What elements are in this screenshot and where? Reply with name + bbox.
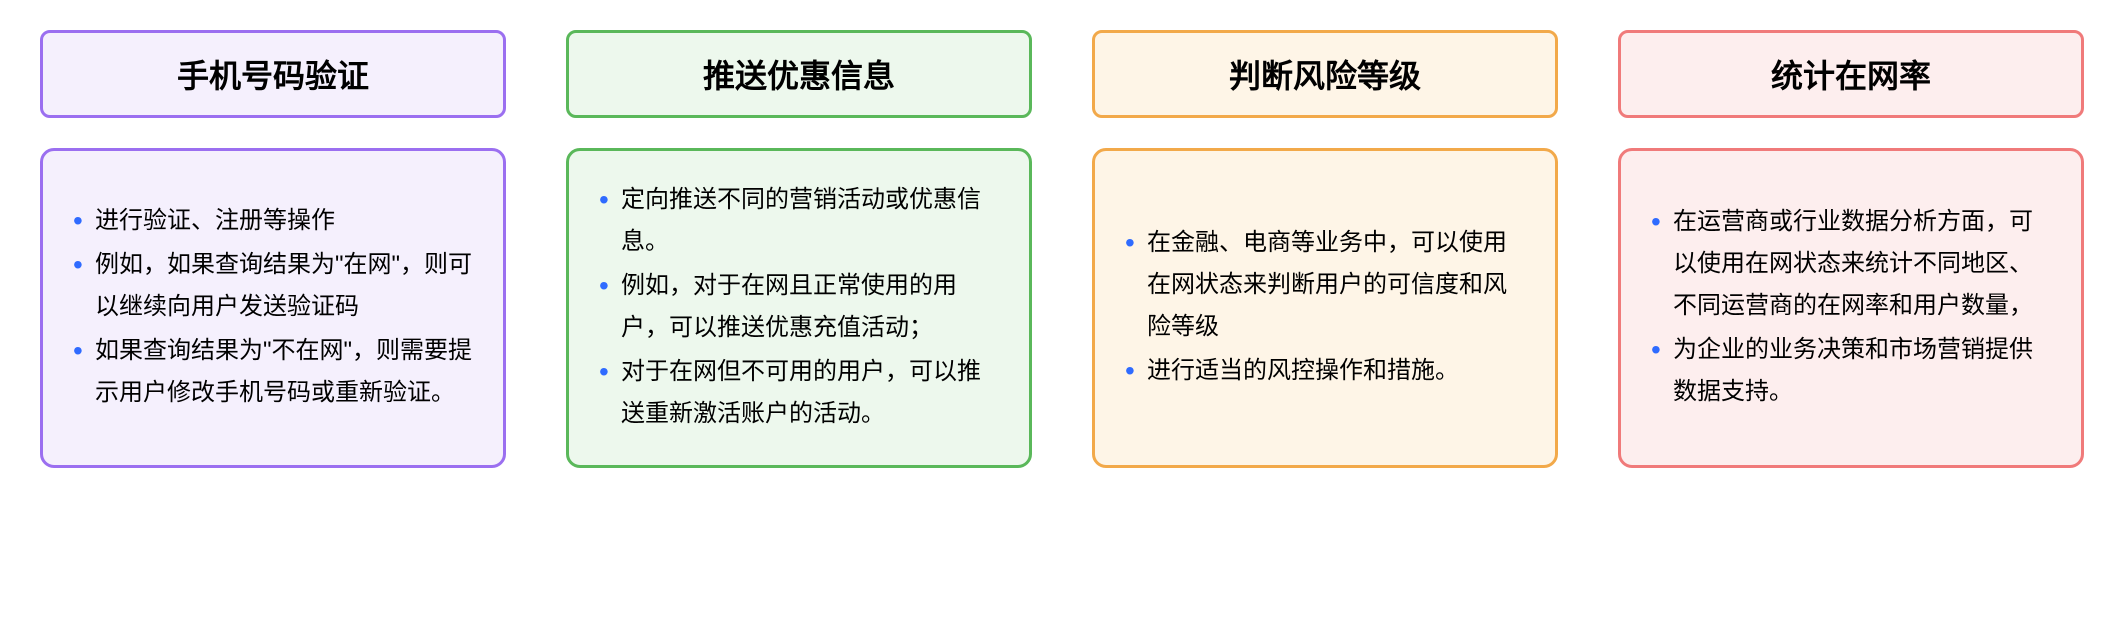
card-title-3: 统计在网率: [1618, 30, 2084, 118]
cards-container: 手机号码验证进行验证、注册等操作例如，如果查询结果为"在网"，则可以继续向用户发…: [40, 30, 2084, 468]
card-1: 推送优惠信息定向推送不同的营销活动或优惠信息。例如，对于在网且正常使用的用户，可…: [566, 30, 1032, 468]
card-body-0: 进行验证、注册等操作例如，如果查询结果为"在网"，则可以继续向用户发送验证码如果…: [40, 148, 506, 468]
card-1-item-0: 定向推送不同的营销活动或优惠信息。: [593, 179, 1001, 263]
card-0: 手机号码验证进行验证、注册等操作例如，如果查询结果为"在网"，则可以继续向用户发…: [40, 30, 506, 468]
card-body-3: 在运营商或行业数据分析方面，可以使用在网状态来统计不同地区、不同运营商的在网率和…: [1618, 148, 2084, 468]
card-list-0: 进行验证、注册等操作例如，如果查询结果为"在网"，则可以继续向用户发送验证码如果…: [67, 200, 475, 416]
card-title-1: 推送优惠信息: [566, 30, 1032, 118]
card-0-item-1: 例如，如果查询结果为"在网"，则可以继续向用户发送验证码: [67, 244, 475, 328]
card-3: 统计在网率在运营商或行业数据分析方面，可以使用在网状态来统计不同地区、不同运营商…: [1618, 30, 2084, 468]
card-0-item-0: 进行验证、注册等操作: [67, 200, 475, 242]
card-1-item-1: 例如，对于在网且正常使用的用户，可以推送优惠充值活动；: [593, 265, 1001, 349]
card-list-1: 定向推送不同的营销活动或优惠信息。例如，对于在网且正常使用的用户，可以推送优惠充…: [593, 179, 1001, 437]
card-title-2: 判断风险等级: [1092, 30, 1558, 118]
card-3-item-1: 为企业的业务决策和市场营销提供数据支持。: [1645, 329, 2053, 413]
card-3-item-0: 在运营商或行业数据分析方面，可以使用在网状态来统计不同地区、不同运营商的在网率和…: [1645, 201, 2053, 327]
card-list-3: 在运营商或行业数据分析方面，可以使用在网状态来统计不同地区、不同运营商的在网率和…: [1645, 201, 2053, 415]
card-2-item-1: 进行适当的风控操作和措施。: [1119, 350, 1527, 392]
card-2-item-0: 在金融、电商等业务中，可以使用在网状态来判断用户的可信度和风险等级: [1119, 222, 1527, 348]
card-body-1: 定向推送不同的营销活动或优惠信息。例如，对于在网且正常使用的用户，可以推送优惠充…: [566, 148, 1032, 468]
card-title-0: 手机号码验证: [40, 30, 506, 118]
card-1-item-2: 对于在网但不可用的用户，可以推送重新激活账户的活动。: [593, 351, 1001, 435]
card-2: 判断风险等级在金融、电商等业务中，可以使用在网状态来判断用户的可信度和风险等级进…: [1092, 30, 1558, 468]
card-list-2: 在金融、电商等业务中，可以使用在网状态来判断用户的可信度和风险等级进行适当的风控…: [1119, 222, 1527, 394]
card-body-2: 在金融、电商等业务中，可以使用在网状态来判断用户的可信度和风险等级进行适当的风控…: [1092, 148, 1558, 468]
card-0-item-2: 如果查询结果为"不在网"，则需要提示用户修改手机号码或重新验证。: [67, 330, 475, 414]
